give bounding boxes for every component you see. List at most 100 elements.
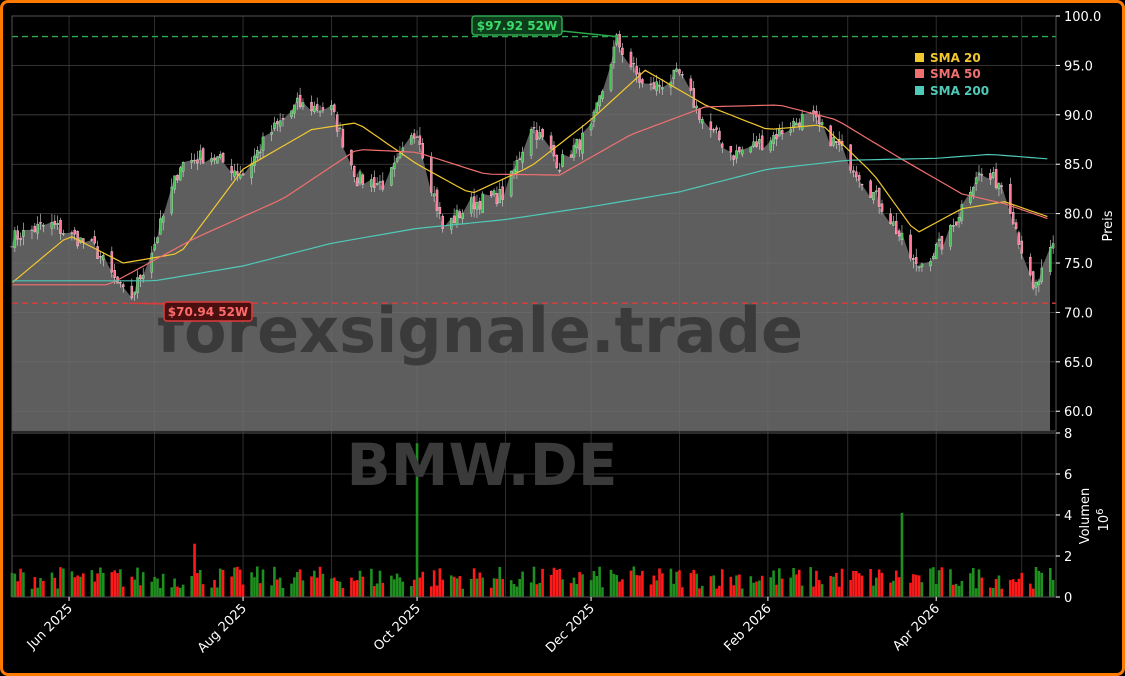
volume-bar-up bbox=[178, 587, 182, 597]
volume-bar-up bbox=[1037, 570, 1041, 597]
volume-bar-up bbox=[809, 567, 812, 597]
volume-bar-down bbox=[629, 570, 633, 597]
volume-bar-down bbox=[452, 576, 456, 597]
volume-bar-down bbox=[840, 568, 844, 597]
candle-up bbox=[937, 238, 941, 242]
volume-bar-up bbox=[39, 578, 42, 597]
volume-bar-down bbox=[238, 569, 242, 597]
volume-bar-up bbox=[672, 583, 676, 597]
volume-bar-up bbox=[150, 581, 154, 597]
volume-bar-up bbox=[1034, 567, 1038, 597]
candle-down bbox=[230, 166, 233, 173]
candle-down bbox=[298, 94, 302, 108]
volume-bar-down bbox=[835, 572, 838, 597]
candle-up bbox=[475, 202, 479, 210]
candle-up bbox=[701, 119, 704, 124]
volume-bar-up bbox=[669, 568, 673, 597]
candle-down bbox=[110, 251, 114, 273]
candle-down bbox=[835, 141, 838, 144]
candle-down bbox=[817, 114, 821, 124]
candle-up bbox=[375, 183, 379, 185]
candle-down bbox=[59, 220, 62, 234]
volume-bar-up bbox=[301, 580, 305, 597]
volume-bar-up bbox=[820, 584, 824, 597]
candle-down bbox=[193, 159, 196, 162]
candle-up bbox=[949, 225, 952, 247]
legend-label-sma20: SMA 20 bbox=[930, 51, 981, 65]
volume-bar-down bbox=[73, 577, 77, 597]
volume-bar-up bbox=[216, 587, 219, 597]
volume-bar-down bbox=[952, 584, 955, 597]
legend-label-sma50: SMA 50 bbox=[930, 67, 981, 81]
volume-bar-up bbox=[22, 572, 25, 597]
volume-bar-up bbox=[79, 576, 82, 597]
volume-bar-down bbox=[121, 586, 125, 597]
volume-bar-down bbox=[19, 568, 22, 597]
candle-down bbox=[421, 143, 425, 159]
candle-up bbox=[601, 91, 604, 99]
candle-down bbox=[857, 175, 861, 181]
volume-bar-down bbox=[797, 569, 801, 597]
volume-bar-up bbox=[977, 569, 981, 597]
volume-bar-down bbox=[829, 575, 832, 597]
volume-bar-down bbox=[258, 583, 262, 597]
candle-up bbox=[218, 154, 222, 158]
low-annotation-arrow bbox=[128, 302, 167, 305]
volume-bar-down bbox=[495, 578, 499, 597]
candle-up bbox=[161, 215, 165, 223]
candle-down bbox=[201, 148, 205, 164]
candle-up bbox=[795, 122, 798, 126]
volume-bar-down bbox=[1031, 588, 1035, 597]
candle-down bbox=[618, 34, 621, 48]
candle-up bbox=[261, 136, 265, 151]
volume-bar-down bbox=[894, 570, 898, 597]
candle-up bbox=[13, 230, 17, 248]
volume-bar-down bbox=[110, 572, 114, 597]
volume-bars bbox=[10, 443, 1055, 597]
volume-bar-up bbox=[415, 443, 419, 597]
candle-down bbox=[452, 215, 456, 223]
candles bbox=[10, 30, 1055, 301]
candle-down bbox=[698, 108, 701, 120]
candle-down bbox=[70, 232, 74, 234]
candle-down bbox=[93, 236, 96, 244]
candle-down bbox=[441, 215, 444, 229]
volume-bar-up bbox=[492, 578, 496, 597]
candle-up bbox=[469, 197, 473, 214]
volume-bar-up bbox=[338, 581, 342, 597]
volume-bar-up bbox=[281, 587, 285, 597]
candle-up bbox=[875, 190, 878, 192]
candle-down bbox=[501, 186, 504, 200]
candle-down bbox=[558, 169, 561, 172]
candle-down bbox=[315, 104, 319, 111]
candle-down bbox=[458, 211, 462, 218]
candle-down bbox=[755, 141, 758, 147]
volume-bar-up bbox=[712, 575, 716, 597]
volume-bar-down bbox=[355, 580, 359, 597]
candle-down bbox=[635, 66, 638, 75]
volume-bar-down bbox=[795, 574, 798, 597]
candle-down bbox=[281, 117, 285, 120]
candle-down bbox=[341, 128, 345, 148]
volume-tick-label: 2 bbox=[1064, 550, 1072, 565]
volume-bar-up bbox=[957, 585, 961, 597]
volume-bar-down bbox=[857, 573, 861, 597]
candle-down bbox=[681, 74, 684, 76]
volume-bar-down bbox=[341, 588, 345, 597]
x-tick-label: Dec 2025 bbox=[543, 601, 598, 656]
volume-bar-down bbox=[221, 569, 225, 597]
candle-down bbox=[472, 196, 476, 210]
candle-up bbox=[934, 244, 938, 259]
candle-up bbox=[295, 97, 299, 103]
volume-bar-up bbox=[136, 567, 139, 597]
volume-bar-down bbox=[193, 543, 196, 597]
candle-up bbox=[250, 163, 253, 179]
candle-down bbox=[689, 78, 693, 91]
price-tick-label: 100.0 bbox=[1064, 10, 1101, 25]
x-tick-label: Jun 2025 bbox=[24, 601, 76, 653]
volume-bar-up bbox=[735, 575, 738, 597]
volume-bar-down bbox=[732, 585, 735, 597]
volume-bar-down bbox=[552, 567, 556, 597]
candle-down bbox=[775, 134, 778, 140]
candle-down bbox=[829, 125, 832, 147]
